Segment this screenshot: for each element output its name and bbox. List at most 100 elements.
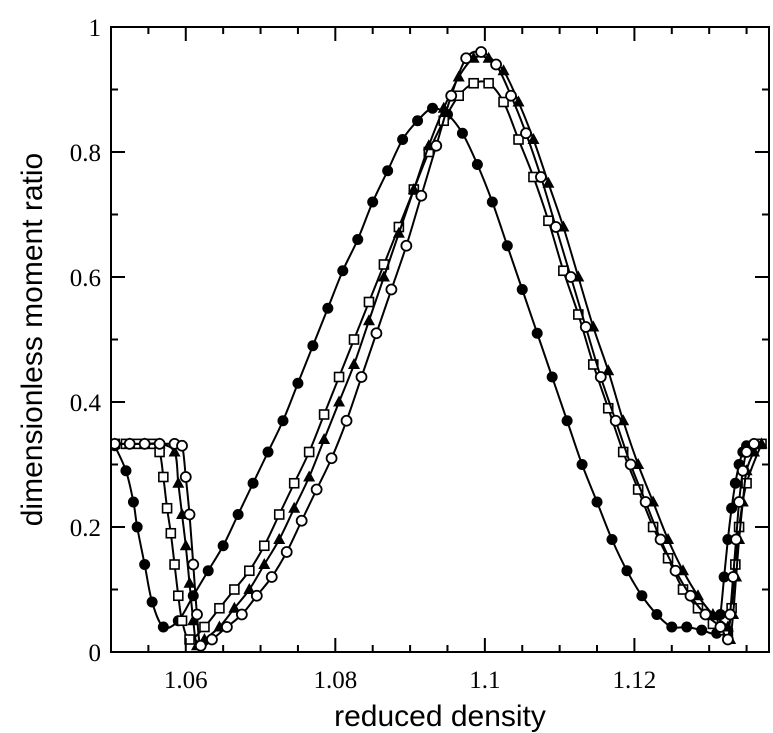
data-point: [542, 176, 555, 188]
data-point: [721, 633, 734, 646]
data-point: [228, 601, 241, 613]
data-point: [594, 371, 607, 383]
data-point: [262, 446, 274, 458]
data-point: [415, 189, 428, 202]
y-tick-label: 0.4: [70, 390, 102, 417]
data-point: [724, 608, 737, 621]
data-point: [564, 271, 577, 283]
data-point: [292, 377, 304, 389]
data-point: [531, 327, 543, 339]
data-point: [169, 559, 180, 570]
plot-frame: [110, 26, 770, 653]
data-point: [153, 437, 166, 450]
data-point: [385, 283, 398, 296]
data-point: [370, 327, 383, 340]
data-point: [400, 239, 413, 252]
data-point: [382, 165, 394, 177]
data-point: [602, 364, 615, 376]
data-point: [146, 596, 158, 608]
data-point: [367, 196, 379, 208]
data-point: [322, 302, 334, 314]
data-point: [412, 115, 424, 127]
data-point: [535, 171, 547, 183]
data-point: [576, 459, 588, 470]
data-point: [111, 437, 121, 450]
data-point: [561, 415, 573, 427]
data-point: [277, 415, 289, 427]
data-point: [220, 621, 233, 633]
data-point: [280, 546, 293, 558]
data-point: [681, 621, 693, 633]
data-point: [168, 445, 181, 457]
data-point: [363, 296, 375, 308]
data-point: [397, 134, 409, 145]
data-point: [244, 565, 255, 577]
data-point: [520, 127, 532, 140]
data-point: [273, 533, 286, 544]
data-point: [303, 470, 316, 482]
data-point: [176, 439, 188, 452]
data-point: [183, 576, 196, 588]
data-point: [516, 284, 528, 295]
data-point: [229, 584, 240, 595]
series-line: [113, 107, 755, 636]
data-point: [158, 471, 169, 483]
data-point: [123, 437, 136, 450]
data-point: [722, 534, 734, 545]
data-point: [214, 602, 225, 614]
data-point: [206, 633, 218, 646]
data-point: [427, 102, 439, 114]
data-point: [325, 452, 338, 465]
data-point: [684, 589, 697, 602]
data-point: [250, 589, 263, 602]
ticks-layer: 1.06 1.08 1.1 1.12 0 0.2 0.4 0.6 0.8 1: [70, 15, 769, 694]
data-point: [505, 89, 517, 102]
data-point: [543, 215, 554, 227]
data-point: [194, 639, 207, 652]
data-point: [131, 521, 143, 533]
series-open-circle: [111, 46, 760, 652]
data-point: [172, 590, 184, 602]
data-point: [161, 502, 173, 514]
y-tick-label: 0.2: [70, 515, 101, 542]
data-point: [621, 565, 633, 577]
data-point: [579, 321, 592, 333]
data-point: [729, 477, 741, 489]
data-point: [692, 602, 704, 614]
data-point: [318, 433, 331, 444]
data-point: [165, 527, 177, 539]
data-point: [498, 96, 509, 108]
data-point: [699, 608, 712, 621]
data-point: [483, 77, 494, 89]
series-layer: [111, 46, 768, 652]
data-point: [120, 465, 132, 477]
data-point: [748, 437, 760, 450]
data-point: [191, 608, 203, 621]
data-point: [217, 540, 229, 552]
data-point: [333, 371, 345, 383]
data-point: [377, 270, 390, 282]
data-point: [288, 501, 301, 513]
data-point: [247, 477, 259, 489]
data-point: [138, 437, 151, 450]
x-tick-label: 1.08: [313, 667, 357, 694]
data-point: [183, 508, 196, 521]
data-point: [202, 565, 214, 577]
y-axis-title: dimensionless moment ratio: [16, 153, 49, 527]
data-point: [179, 539, 192, 551]
x-tick-label: 1.06: [164, 667, 208, 694]
data-point: [513, 134, 524, 145]
data-point: [445, 89, 458, 102]
data-point: [730, 533, 742, 546]
x-tick-label: 1.1: [469, 667, 500, 694]
data-point: [303, 446, 315, 458]
data-point: [696, 624, 708, 636]
data-point: [362, 314, 375, 326]
data-point: [490, 58, 502, 71]
data-point: [718, 571, 730, 583]
data-point: [172, 476, 185, 488]
data-point: [546, 371, 558, 383]
data-point: [310, 483, 323, 496]
data-point: [669, 564, 682, 577]
data-point: [471, 159, 483, 170]
